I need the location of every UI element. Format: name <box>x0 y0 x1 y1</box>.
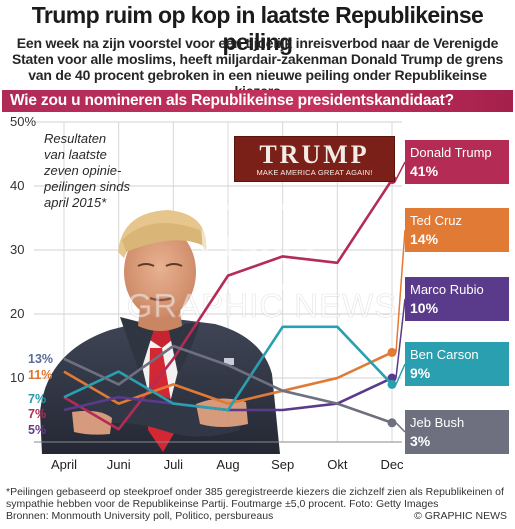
x-tick-label: Aug <box>216 457 239 472</box>
watermark-text: GRAPHIC NEWS <box>127 287 398 324</box>
y-tick-label: 20 <box>10 306 24 321</box>
trump-logo-slogan: MAKE AMERICA GREAT AGAIN! <box>256 168 373 177</box>
y-tick-label: 30 <box>10 242 24 257</box>
end-point <box>387 379 397 389</box>
legend-value: 41% <box>410 163 439 179</box>
end-point <box>387 418 397 428</box>
start-label: 7% <box>28 407 46 421</box>
series-line <box>63 325 393 412</box>
series-line <box>63 178 394 431</box>
trump-logo-text: TRUMP <box>259 140 370 169</box>
y-tick-label: 40 <box>10 178 24 193</box>
legend-connector <box>395 161 406 180</box>
legend-name: Donald Trump <box>410 145 492 160</box>
watermark: GN GRAPHIC NEWS <box>126 204 398 324</box>
title: Trump ruim op kop in laatste Republikein… <box>31 2 484 55</box>
legend-name: Jeb Bush <box>410 415 464 430</box>
start-label: 11% <box>28 368 52 382</box>
legend-name: Ted Cruz <box>410 213 462 228</box>
legend-box <box>405 208 509 252</box>
sources: Bronnen: Monmouth University poll, Polit… <box>6 510 274 522</box>
legend-value: 9% <box>410 365 431 381</box>
legend-value: 3% <box>410 433 431 449</box>
footnote: *Peilingen gebaseerd op steekproef onder… <box>6 486 504 510</box>
legend-value: 10% <box>410 300 439 316</box>
x-tick-label: Juli <box>164 457 184 472</box>
legend: Donald Trump 41% Ted Cruz 14% Marco Rubio 10%… <box>395 140 509 454</box>
legend-name: Ben Carson <box>410 347 479 362</box>
legend-connector <box>395 422 406 433</box>
annotation: Resultaten van laatste zeven opinie- pei… <box>43 131 134 210</box>
legend-connector <box>395 229 406 353</box>
y-tick-label: 50% <box>10 114 36 129</box>
legend-box <box>405 410 509 454</box>
copyright: © GRAPHIC NEWS <box>414 510 507 522</box>
x-tick-label: Sep <box>271 457 294 472</box>
start-label: 7% <box>28 392 46 406</box>
legend-connector <box>395 298 406 379</box>
series-line <box>63 344 393 425</box>
start-label: 5% <box>28 423 46 437</box>
legend-connector <box>395 363 406 385</box>
axes: 10 20 30 40 50% April Juni Juli Aug Sep Okt Dec <box>10 114 404 472</box>
x-tick-label: April <box>51 457 77 472</box>
legend-box <box>405 342 509 386</box>
trump-logo: TRUMP MAKE AMERICA GREAT AGAIN! <box>234 136 395 182</box>
legend-box <box>405 140 509 184</box>
legend-box <box>405 277 509 321</box>
question-text: Wie zou u nomineren als Republikeinse pr… <box>10 92 454 109</box>
y-tick-label: 10 <box>10 370 24 385</box>
x-tick-label: Okt <box>327 457 348 472</box>
series-line <box>63 351 393 405</box>
start-label: 13% <box>28 352 53 366</box>
question-bar: Wie zou u nomineren als Republikeinse pr… <box>2 90 513 112</box>
start-labels: 13% 11% 7%7% 5% <box>28 352 53 437</box>
svg-text:GN: GN <box>224 220 293 272</box>
series-lines <box>63 175 397 431</box>
legend-name: Marco Rubio <box>410 282 484 297</box>
legend-value: 14% <box>410 231 439 247</box>
x-tick-label: Dec <box>380 457 404 472</box>
end-point <box>387 347 397 357</box>
x-tick-label: Juni <box>107 457 131 472</box>
